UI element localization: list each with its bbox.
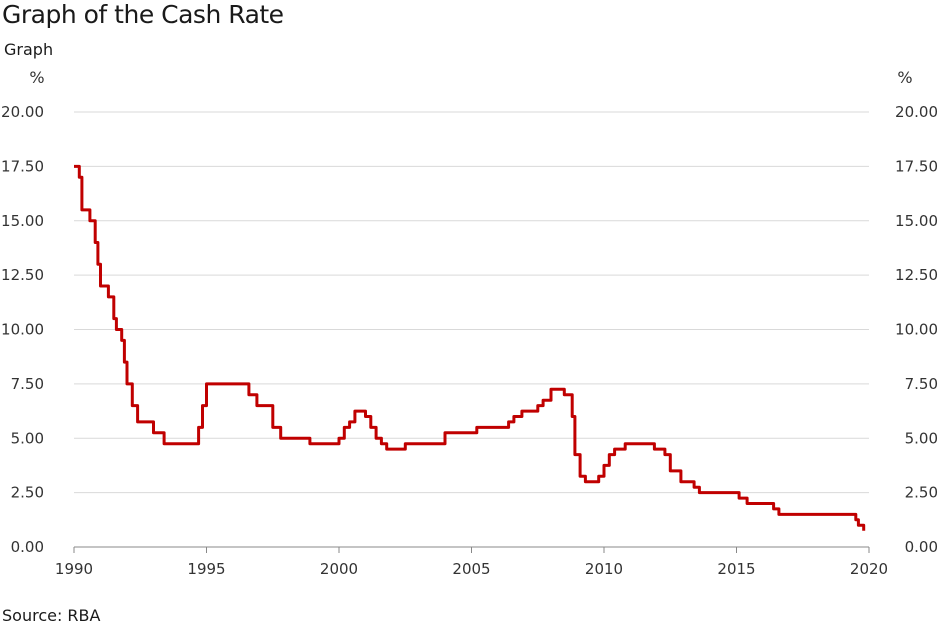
y-tick-label-left: 5.00 [11, 429, 44, 447]
series-group [74, 164, 866, 531]
chart-title: Graph of the Cash Rate [2, 0, 284, 29]
y-axis-left: 0.00 2.50 5.00 7.50 10.00 12.50 15.00 17.50 20.0… [1, 103, 44, 556]
x-axis: 1990 1995 2000 2005 2010 2015 2020 [55, 547, 888, 578]
y-tick-label-left: 2.50 [11, 484, 44, 502]
grid-lines [74, 111, 869, 548]
x-tick-label: 1990 [55, 560, 93, 578]
series-line-cash-rate [74, 164, 866, 531]
source-note: Source: RBA [2, 606, 101, 625]
y-tick-label-right: 0.00 [905, 538, 938, 556]
x-tick-label: 2020 [850, 560, 888, 578]
y-tick-label-right: 20.00 [895, 103, 938, 121]
y-tick-label-left: 20.00 [1, 103, 44, 121]
x-tick-label: 1995 [187, 560, 225, 578]
y-tick-label-right: 17.50 [895, 157, 938, 175]
y-tick-label-left: 10.00 [1, 321, 44, 339]
x-tick-label: 2015 [717, 560, 755, 578]
y-axis-right: 0.00 2.50 5.00 7.50 10.00 12.50 15.00 17.50 20.0… [895, 103, 938, 556]
y-tick-label-left: 7.50 [11, 375, 44, 393]
y-tick-label-left: 17.50 [1, 157, 44, 175]
y-unit-right: % [897, 68, 912, 87]
y-tick-label-right: 10.00 [895, 321, 938, 339]
chart-subtitle: Graph [4, 40, 54, 59]
x-tick-label: 2000 [320, 560, 358, 578]
y-tick-label-right: 12.50 [895, 266, 938, 284]
y-tick-label-left: 0.00 [11, 538, 44, 556]
y-unit-left: % [29, 68, 44, 87]
x-tick-label: 2005 [452, 560, 490, 578]
y-tick-label-right: 2.50 [905, 484, 938, 502]
y-tick-label-left: 12.50 [1, 266, 44, 284]
y-tick-label-right: 5.00 [905, 429, 938, 447]
y-tick-label-right: 15.00 [895, 212, 938, 230]
y-tick-label-left: 15.00 [1, 212, 44, 230]
x-tick-label: 2010 [585, 560, 623, 578]
y-tick-label-right: 7.50 [905, 375, 938, 393]
